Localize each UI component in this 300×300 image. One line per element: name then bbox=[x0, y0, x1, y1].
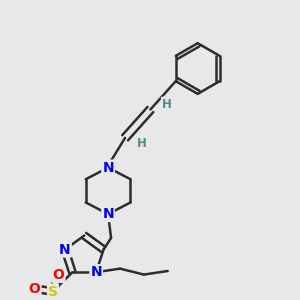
Text: S: S bbox=[48, 285, 58, 298]
Text: N: N bbox=[59, 242, 71, 256]
Text: H: H bbox=[136, 137, 146, 150]
Text: N: N bbox=[102, 207, 114, 221]
Text: N: N bbox=[90, 265, 102, 279]
Text: N: N bbox=[102, 160, 114, 175]
Text: O: O bbox=[52, 268, 64, 282]
Text: H: H bbox=[162, 98, 172, 111]
Text: O: O bbox=[28, 282, 40, 296]
